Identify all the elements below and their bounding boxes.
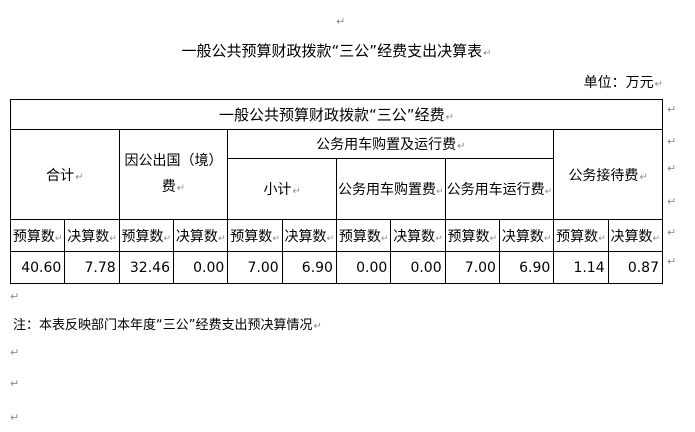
- header-vehicle-purchase-text: 公务用车购置费: [338, 182, 437, 198]
- header-vehicle-subtotal: 小计↵: [227, 158, 337, 220]
- value-cell: 6.90: [281, 251, 337, 284]
- cell-mark-icon: ↵: [163, 233, 172, 244]
- header-reception: 公务接待费↵: [553, 129, 663, 220]
- subheader-text: 决算数: [67, 228, 110, 245]
- value-cell: 6.90: [498, 251, 555, 284]
- value-cell: 40.60: [9, 251, 66, 284]
- header-vehicle-purchase: 公务用车购置费↵: [335, 158, 446, 220]
- subheader-text: 预算数: [556, 228, 599, 245]
- cell-mark-icon: ↵: [75, 171, 84, 183]
- value-cell: 7.00: [227, 251, 283, 284]
- paragraph-mark-icon: ↵: [336, 15, 346, 28]
- cell-mark-icon: ↵: [54, 233, 63, 244]
- value-cell: 7.78: [64, 251, 120, 284]
- subheader-cell: 预算数↵: [444, 219, 500, 252]
- header-total-text: 合计: [46, 167, 75, 184]
- subheader-text: 预算数: [447, 228, 490, 245]
- subheader-cell: 预算数↵: [118, 219, 174, 252]
- cell-mark-icon: ↵: [652, 233, 661, 244]
- row-end-mark-icon: ↵: [667, 103, 677, 116]
- cell-mark-icon: ↵: [544, 187, 553, 197]
- budget-table: 一般公共预算财政拨款“三公”经费↵ 合计↵ 因公出国（境） 费↵ 公务用车购置及…: [9, 99, 664, 284]
- cell-mark-icon: ↵: [543, 233, 552, 244]
- row-end-mark-icon: ↵: [667, 162, 677, 175]
- paragraph-mark-icon: ↵: [313, 321, 322, 332]
- subheader-cell: 决算数↵: [172, 219, 229, 252]
- document-title: 一般公共预算财政拨款“三公”经费支出决算表↵: [10, 40, 663, 61]
- header-total: 合计↵: [10, 129, 120, 220]
- cell-mark-icon: ↵: [272, 233, 280, 244]
- paragraph-mark-icon: ↵: [483, 48, 492, 59]
- cell-mark-icon: ↵: [436, 187, 444, 197]
- unit-label: 单位：万元↵: [10, 72, 663, 92]
- subheader-text: 预算数: [338, 228, 381, 245]
- subheader-text: 决算数: [393, 228, 436, 245]
- header-abroad-line2-wrap: 费↵: [120, 174, 227, 202]
- cell-mark-icon: ↵: [292, 186, 301, 197]
- cell-mark-icon: ↵: [217, 233, 226, 244]
- value-cell: 0.87: [607, 251, 664, 284]
- subheader-text: 预算数: [12, 228, 55, 245]
- cell-mark-icon: ↵: [326, 233, 335, 244]
- paragraph-mark-icon: ↵: [10, 411, 20, 424]
- header-vehicle-operation-text: 公务用车运行费: [446, 182, 545, 198]
- value-cell: 0.00: [335, 251, 392, 284]
- paragraph-mark-icon: ↵: [10, 290, 20, 303]
- subheader-text: 决算数: [284, 228, 327, 245]
- table-title-cell: 一般公共预算财政拨款“三公”经费↵: [10, 99, 663, 130]
- cell-mark-icon: ↵: [435, 233, 443, 244]
- header-abroad-line2: 费: [161, 178, 176, 195]
- document-title-text: 一般公共预算财政拨款“三公”经费支出决算表: [181, 42, 483, 60]
- header-vehicle-operation: 公务用车运行费↵: [444, 158, 555, 220]
- cell-mark-icon: ↵: [639, 171, 648, 183]
- header-vehicle-group: 公务用车购置及运行费↵: [227, 129, 555, 159]
- subheader-cell: 预算数↵: [335, 219, 392, 252]
- subheader-cell: 决算数↵: [607, 219, 664, 252]
- paragraph-mark-icon: ↵: [654, 79, 663, 90]
- value-cell: 0.00: [390, 251, 446, 284]
- cell-mark-icon: ↵: [457, 141, 466, 152]
- header-abroad-line1: 因公出国（境）: [124, 152, 223, 169]
- subheader-cell: 决算数↵: [498, 219, 555, 252]
- row-end-mark-icon: ↵: [667, 135, 677, 148]
- subheader-text: 预算数: [121, 228, 164, 245]
- header-vehicle-group-text: 公务用车购置及运行费: [316, 137, 457, 153]
- subheader-cell: 预算数↵: [227, 219, 283, 252]
- subheader-text: 决算数: [610, 228, 653, 245]
- row-end-mark-icon: ↵: [667, 226, 677, 239]
- cell-mark-icon: ↵: [445, 112, 454, 123]
- cell-mark-icon: ↵: [598, 233, 606, 244]
- table-title-text: 一般公共预算财政拨款“三公”经费: [219, 106, 445, 124]
- subheader-text: 决算数: [501, 228, 544, 245]
- subheader-text: 决算数: [175, 228, 218, 245]
- paragraph-mark-icon: ↵: [10, 377, 20, 390]
- row-end-mark-icon: ↵: [667, 255, 677, 268]
- value-cell: 7.00: [444, 251, 500, 284]
- header-reception-text: 公务接待费: [568, 167, 639, 184]
- header-abroad: 因公出国（境） 费↵: [118, 129, 229, 220]
- subheader-cell: 预算数↵: [9, 219, 66, 252]
- paragraph-mark-icon: ↵: [10, 346, 20, 359]
- note-text-content: 注：本表反映部门本年度“三公”经费支出预决算情况: [13, 318, 313, 333]
- cell-mark-icon: ↵: [380, 233, 389, 244]
- cell-mark-icon: ↵: [109, 233, 117, 244]
- value-cell: 1.14: [553, 251, 609, 284]
- row-end-mark-icon: ↵: [667, 195, 677, 208]
- value-cell: 32.46: [118, 251, 174, 284]
- subheader-cell: 决算数↵: [64, 219, 120, 252]
- subheader-text: 预算数: [230, 228, 273, 245]
- subheader-cell: 预算数↵: [553, 219, 609, 252]
- subheader-cell: 决算数↵: [281, 219, 337, 252]
- unit-label-text: 单位：万元: [583, 75, 654, 91]
- note-text: 注：本表反映部门本年度“三公”经费支出预决算情况↵: [13, 314, 322, 333]
- cell-mark-icon: ↵: [176, 182, 186, 194]
- header-vehicle-subtotal-text: 小计: [263, 182, 292, 198]
- value-cell: 0.00: [172, 251, 229, 284]
- cell-mark-icon: ↵: [489, 233, 498, 244]
- subheader-cell: 决算数↵: [390, 219, 446, 252]
